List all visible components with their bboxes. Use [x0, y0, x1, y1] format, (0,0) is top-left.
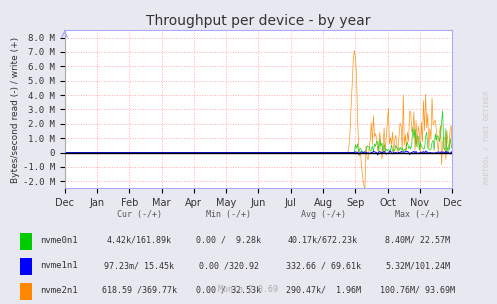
Text: 5.32M/101.24M: 5.32M/101.24M	[385, 261, 450, 270]
Text: Munin 2.0.69: Munin 2.0.69	[219, 285, 278, 294]
Text: 8.40M/ 22.57M: 8.40M/ 22.57M	[385, 236, 450, 245]
Text: Cur (-/+): Cur (-/+)	[117, 210, 162, 219]
Text: 618.59 /369.77k: 618.59 /369.77k	[102, 286, 176, 295]
Text: 332.66 / 69.61k: 332.66 / 69.61k	[286, 261, 360, 270]
Title: Throughput per device - by year: Throughput per device - by year	[146, 14, 371, 28]
Bar	[20, 233, 32, 250]
Text: nvme1n1: nvme1n1	[40, 261, 78, 270]
Text: 0.00 /  9.28k: 0.00 / 9.28k	[196, 236, 261, 245]
Text: 290.47k/  1.96M: 290.47k/ 1.96M	[286, 286, 360, 295]
Text: 4.42k/161.89k: 4.42k/161.89k	[107, 236, 171, 245]
Bar	[20, 283, 32, 300]
Text: 0.00 / 32.53k: 0.00 / 32.53k	[196, 286, 261, 295]
Text: Min (-/+): Min (-/+)	[206, 210, 251, 219]
Text: Max (-/+): Max (-/+)	[395, 210, 440, 219]
Text: RRDTOOL / TOBI OETIKER: RRDTOOL / TOBI OETIKER	[484, 90, 490, 184]
Text: 97.23m/ 15.45k: 97.23m/ 15.45k	[104, 261, 174, 270]
Text: Avg (-/+): Avg (-/+)	[301, 210, 345, 219]
Text: nvme0n1: nvme0n1	[40, 236, 78, 245]
Y-axis label: Bytes/second read (-) / write (+): Bytes/second read (-) / write (+)	[11, 36, 20, 182]
Text: nvme2n1: nvme2n1	[40, 286, 78, 295]
Bar	[20, 258, 32, 275]
Text: 0.00 /320.92: 0.00 /320.92	[199, 261, 258, 270]
Text: 100.76M/ 93.69M: 100.76M/ 93.69M	[380, 286, 455, 295]
Text: 40.17k/672.23k: 40.17k/672.23k	[288, 236, 358, 245]
